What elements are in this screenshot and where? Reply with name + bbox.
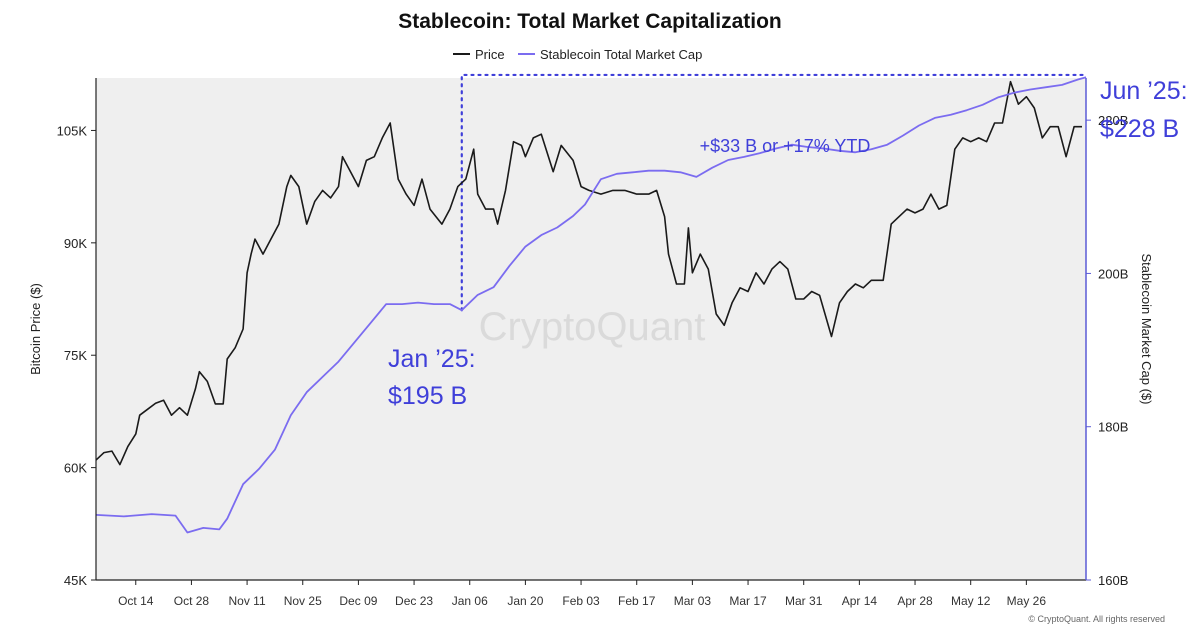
chart-title: Stablecoin: Total Market Capitalization [398,10,782,33]
x-tick-label: Mar 03 [674,594,712,608]
x-tick-label: May 26 [1007,594,1047,608]
left-axis-label: Bitcoin Price ($) [28,283,43,375]
x-tick-label: Nov 25 [284,594,322,608]
left-tick-label: 75K [64,348,87,363]
plot-background [96,78,1086,580]
x-tick-label: Oct 14 [118,594,154,608]
right-tick-label: 180B [1098,420,1128,435]
right-tick-label: 200B [1098,266,1128,281]
reference-guide [460,73,1088,312]
jan-annotation-line2: $195 B [388,382,467,410]
right-axis-label: Stablecoin Market Cap ($) [1139,253,1154,404]
left-tick-label: 60K [64,461,87,476]
annotations: Jan ’25: $195 B Jun ’25: $228 B +$33 B o… [388,77,1188,410]
x-tick-label: Apr 28 [897,594,933,608]
legend-stablecoin-label: Stablecoin Total Market Cap [540,47,702,62]
jun-annotation-line1: Jun ’25: [1100,77,1188,105]
x-axis-ticks: Oct 14 Oct 28 Nov 11 Nov 25 Dec 09 Dec 23 Jan … [118,580,1046,608]
x-tick-label: Jan 06 [452,594,488,608]
x-tick-label: Apr 14 [842,594,878,608]
stablecoin-series-line [95,76,1087,534]
x-tick-label: Oct 28 [174,594,210,608]
series-layer [95,76,1087,534]
gain-annotation: +$33 B or +17% YTD [700,136,871,156]
copyright-credit: © CryptoQuant. All rights reserved [1028,614,1165,624]
legend-price-label: Price [475,47,505,62]
left-axis-ticks: 45K 60K 75K 90K 105K [57,123,96,588]
left-tick-label: 45K [64,573,87,588]
x-tick-label: Nov 11 [229,594,266,608]
watermark: CryptoQuant [479,305,706,349]
price-series-line [95,80,1082,466]
x-tick-label: Mar 31 [785,594,823,608]
left-tick-label: 90K [64,236,87,251]
x-tick-label: Jan 20 [507,594,543,608]
jun-annotation-line2: $228 B [1100,115,1179,143]
right-tick-label: 220B [1098,113,1128,128]
x-tick-label: Feb 03 [562,594,600,608]
x-tick-label: Dec 09 [339,594,377,608]
x-tick-label: May 12 [951,594,991,608]
left-tick-label: 105K [57,123,88,138]
x-tick-label: Dec 23 [395,594,433,608]
right-axis-ticks: 160B 180B 200B 220B [1086,113,1128,588]
x-tick-label: Feb 17 [618,594,656,608]
x-tick-label: Mar 17 [729,594,767,608]
reference-guide-line [460,73,1088,312]
legend: Price Stablecoin Total Market Cap [453,47,702,62]
right-tick-label: 160B [1098,573,1128,588]
jan-annotation-line1: Jan ’25: [388,345,476,373]
